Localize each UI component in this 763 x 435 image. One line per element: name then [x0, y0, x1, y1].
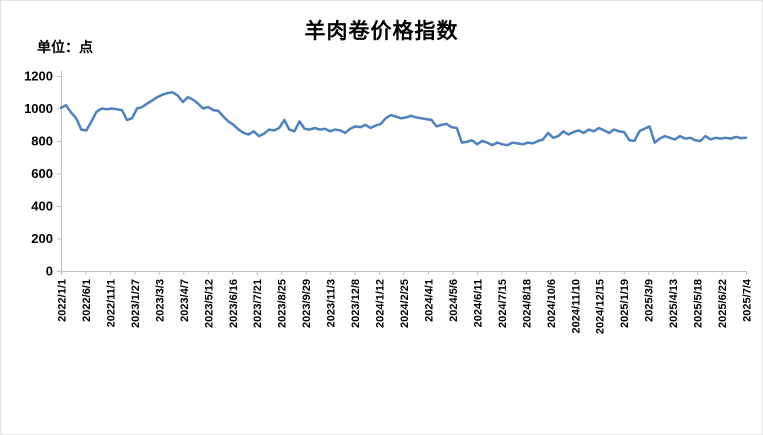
x-tick-label: 2025/5/18: [693, 279, 705, 328]
y-tick-label: 200: [31, 231, 53, 246]
x-tick-label: 2025/6/22: [717, 279, 729, 328]
y-tick-label: 1200: [24, 69, 53, 84]
x-tick-label: 2023/5/12: [203, 279, 215, 328]
x-tick-label: 2025/4/13: [668, 279, 680, 328]
x-tick-label: 2023/7/21: [252, 279, 264, 328]
x-tick-label: 2023/8/25: [277, 279, 289, 328]
x-tick-label: 2022/6/1: [81, 279, 93, 322]
axes: [61, 71, 746, 272]
x-tick-label: 2025/7/4: [742, 278, 754, 322]
x-tick-label: 2024/2/25: [399, 279, 411, 328]
price-index-line: [59, 91, 748, 147]
x-tick-label: 2024/1/12: [375, 279, 387, 328]
y-tick-label: 400: [31, 199, 53, 214]
x-tick-label: 2023/1/27: [130, 279, 142, 328]
y-tick-label: 1000: [24, 101, 53, 116]
x-tick-label: 2022/11/1: [105, 279, 117, 327]
x-tick-label: 2024/7/15: [497, 279, 509, 328]
x-tick-label: 2023/4/7: [179, 279, 191, 322]
x-tick-label: 2025/3/9: [644, 279, 656, 322]
y-tick-label: 800: [31, 134, 53, 149]
y-tick-label: 600: [31, 166, 53, 181]
x-axis-labels: 2022/1/1 2022/6/1 2022/11/1 2023/1/27 2023/3…: [57, 271, 754, 334]
x-tick-label: 2024/5/6: [448, 279, 460, 322]
x-tick-label: 2024/10/6: [546, 279, 558, 328]
y-tick-label: 0: [46, 264, 53, 279]
x-tick-label: 2024/8/18: [521, 279, 533, 328]
x-tick-label: 2023/9/29: [301, 279, 313, 328]
x-tick-label: 2025/1/19: [619, 279, 631, 328]
y-axis-labels: 0 200 400 600 800 1000 1200: [24, 69, 61, 279]
x-tick-label: 2024/11/10: [570, 279, 582, 333]
x-tick-label: 2022/1/1: [57, 279, 69, 322]
unit-label: 单位：点: [37, 41, 93, 56]
x-tick-label: 2023/3/3: [154, 279, 166, 322]
x-tick-label: 2023/12/8: [350, 279, 362, 328]
x-tick-label: 2024/6/11: [472, 279, 484, 327]
price-line-series: [59, 91, 748, 147]
x-tick-label: 2023/6/16: [228, 279, 240, 328]
x-tick-label: 2023/11/3: [326, 279, 338, 327]
x-tick-label: 2024/4/1: [423, 279, 435, 322]
chart-title: 羊肉卷价格指数: [304, 19, 459, 43]
x-tick-label: 2024/12/15: [595, 279, 607, 334]
